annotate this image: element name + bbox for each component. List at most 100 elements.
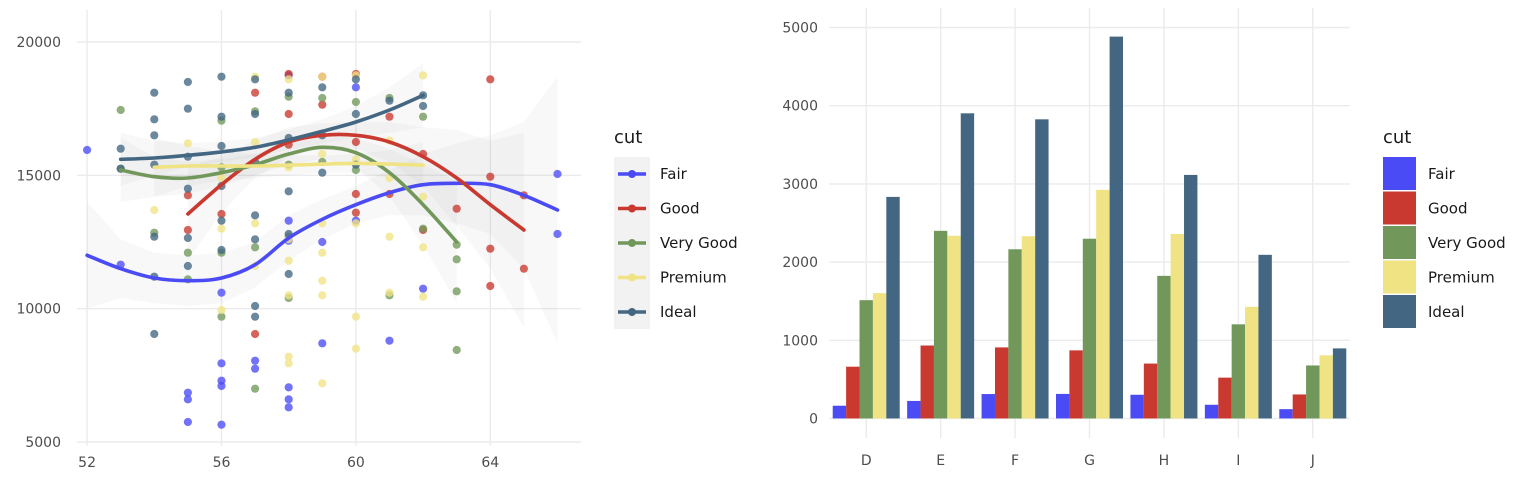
scatter-point-good	[318, 100, 327, 109]
scatter-legend-label-very-good: Very Good	[660, 234, 738, 252]
scatter-point-ideal	[385, 96, 394, 105]
scatter-point-fair	[250, 356, 260, 365]
scatter-plot-panel: 52 56 60 64 5000 10000 15000 20000	[16, 10, 581, 471]
scatter-point-ideal	[318, 168, 327, 177]
scatter-point-premium	[217, 305, 226, 315]
scatter-point-premium	[250, 137, 260, 147]
scatter-point-premium	[351, 219, 360, 228]
scatter-legend-dot-ideal	[628, 308, 636, 316]
bar-x-tick-label: I	[1236, 453, 1240, 469]
scatter-point-premium	[318, 248, 327, 257]
scatter-point-fair	[318, 237, 327, 247]
scatter-point-premium	[183, 139, 192, 148]
bar-i-good	[1218, 377, 1232, 419]
bar-x-tick-label: G	[1084, 453, 1095, 469]
scatter-point-ideal	[150, 329, 159, 339]
scatter-point-fair	[284, 395, 293, 404]
scatter-point-fair	[217, 381, 226, 391]
bar-j-premium	[1319, 355, 1333, 419]
bar-legend-key-very-good	[1383, 226, 1416, 259]
scatter-point-good	[486, 75, 495, 84]
bar-j-ideal	[1332, 348, 1347, 419]
scatter-x-tick-label: 60	[347, 455, 365, 471]
bar-d-very-good	[859, 300, 873, 419]
bar-y-tick-label: 0	[809, 411, 818, 427]
scatter-point-ideal	[150, 131, 159, 140]
bar-h-premium	[1170, 233, 1185, 419]
scatter-legend-dot-fair	[628, 170, 636, 178]
bar-d-premium	[872, 293, 887, 419]
scatter-point-ideal	[217, 141, 226, 151]
scatter-legend-dot-premium	[628, 273, 636, 282]
scatter-point-premium	[284, 75, 293, 84]
scatter-point-premium	[318, 379, 327, 388]
scatter-y-tick-label: 20000	[16, 35, 61, 51]
scatter-point-very-good	[351, 97, 360, 107]
bar-chart-panel: D E F G H I J 0 1000 2000 3000 4000 5000	[782, 8, 1350, 469]
scatter-point-premium	[284, 359, 293, 368]
bar-g-premium	[1096, 189, 1110, 419]
scatter-point-premium	[284, 352, 293, 361]
scatter-point-premium	[217, 224, 226, 233]
bar-legend-key-ideal	[1383, 295, 1416, 328]
scatter-point-good	[486, 244, 495, 253]
scatter-point-premium	[150, 205, 159, 215]
scatter-point-ideal	[183, 184, 192, 193]
bar-i-premium	[1245, 306, 1259, 419]
scatter-point-good	[250, 329, 260, 339]
smooth-line-very-good	[118, 145, 459, 244]
scatter-point-fair	[284, 216, 293, 225]
scatter-point-premium	[351, 312, 360, 321]
scatter-point-good	[486, 281, 495, 291]
scatter-point-premium	[318, 149, 327, 159]
bar-e-premium	[947, 235, 961, 419]
scatter-x-tick-label: 56	[213, 455, 231, 471]
scatter-point-good	[385, 112, 394, 121]
scatter-point-ideal	[217, 245, 226, 255]
scatter-smooth-lines	[85, 93, 560, 283]
scatter-point-fair	[250, 364, 260, 373]
scatter-point-fair	[284, 383, 293, 392]
bar-legend-label-premium: Premium	[1428, 269, 1495, 287]
scatter-point-ideal	[183, 261, 192, 271]
scatter-point-fair	[82, 145, 92, 155]
scatter-point-ideal	[150, 88, 159, 97]
scatter-point-premium	[418, 292, 428, 301]
bar-legend-items: Fair Good Very Good Premium Ideal	[1383, 157, 1506, 328]
scatter-x-tick-label: 64	[481, 455, 499, 471]
bar-j-very-good	[1306, 365, 1320, 419]
scatter-point-good	[250, 88, 260, 97]
scatter-point-ideal	[183, 233, 192, 243]
scatter-point-ideal	[150, 115, 159, 124]
scatter-point-ideal	[116, 144, 125, 153]
scatter-point-ideal	[217, 112, 226, 121]
scatter-legend-label-ideal: Ideal	[660, 303, 697, 321]
scatter-point-ideal	[183, 77, 192, 87]
scatter-point-ideal	[150, 232, 159, 241]
scatter-point-very-good	[452, 287, 461, 296]
bar-g-very-good	[1082, 238, 1097, 419]
scatter-point-ideal	[217, 216, 226, 225]
scatter-point-very-good	[452, 345, 461, 355]
scatter-point-very-good	[217, 312, 226, 321]
scatter-point-fair	[385, 336, 394, 345]
scatter-point-premium	[284, 256, 293, 265]
scatter-legend-title: cut	[614, 127, 642, 148]
bar-legend-label-good: Good	[1428, 200, 1468, 218]
scatter-point-good	[519, 264, 528, 273]
bar-e-very-good	[933, 230, 948, 419]
smooth-line-fair	[85, 181, 560, 283]
scatter-point-premium	[351, 344, 360, 353]
smooth-line-ideal	[118, 93, 425, 162]
bar-x-tick-labels: D E F G H I J	[861, 453, 1315, 469]
scatter-point-premium	[385, 288, 394, 297]
bar-legend-title: cut	[1383, 127, 1411, 148]
bar-g-good	[1069, 350, 1083, 419]
bar-legend-key-good	[1383, 191, 1416, 225]
scatter-point-premium	[318, 276, 327, 285]
bar-h-good	[1143, 363, 1158, 419]
bar-y-tick-label: 4000	[782, 99, 818, 115]
scatter-legend-label-premium: Premium	[660, 269, 727, 287]
scatter-point-very-good	[452, 240, 461, 249]
bar-x-tick-label: H	[1159, 453, 1170, 469]
